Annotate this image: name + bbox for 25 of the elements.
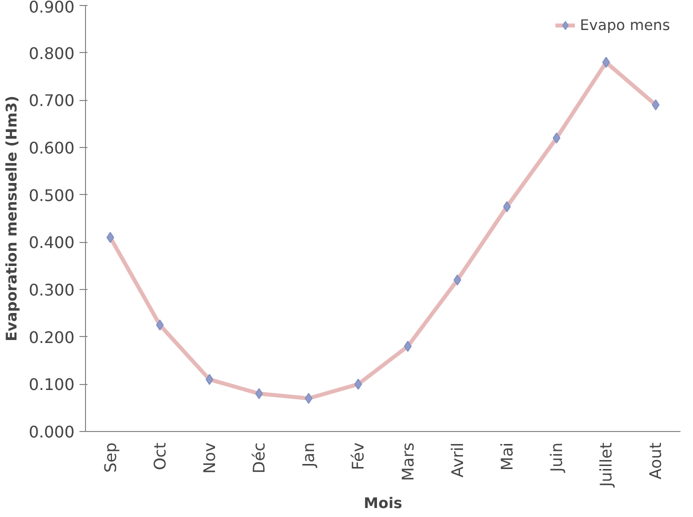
- y-tick-label: 0.100: [28, 375, 75, 394]
- x-tick-label: Oct: [150, 442, 170, 470]
- legend-label: Evapo mens: [580, 16, 670, 34]
- x-tick-label: Nov: [200, 442, 219, 474]
- y-tick-label: 0.700: [28, 91, 75, 110]
- y-tick-label: 0.500: [28, 186, 75, 205]
- x-tick-label: Déc: [250, 442, 269, 474]
- x-tick-label: Juin: [547, 442, 566, 473]
- x-tick-label: Sep: [100, 442, 120, 473]
- y-tick-label: 0.300: [28, 280, 75, 300]
- x-tick-label: Aout: [646, 442, 666, 480]
- y-axis-title: Evaporation mensuelle (Hm3): [4, 96, 21, 342]
- y-tick-label: 0.200: [28, 328, 75, 347]
- x-tick-label: Mars: [398, 442, 418, 482]
- y-tick-label: 0.600: [28, 138, 75, 158]
- x-tick-label: Jan: [299, 442, 318, 468]
- y-tick-label: 0.000: [28, 422, 75, 442]
- y-tick-label: 0.900: [28, 0, 75, 16]
- y-tick-label: 0.800: [28, 44, 75, 63]
- x-tick-label: Mai: [497, 442, 516, 471]
- y-tick-label: 0.400: [28, 233, 75, 252]
- x-tick-label: Juillet: [596, 442, 616, 488]
- x-tick-label: Avril: [448, 442, 467, 478]
- x-axis-title: Mois: [364, 494, 402, 512]
- x-tick-label: Fév: [348, 442, 368, 470]
